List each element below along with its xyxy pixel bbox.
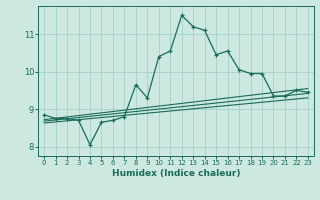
X-axis label: Humidex (Indice chaleur): Humidex (Indice chaleur) [112, 169, 240, 178]
